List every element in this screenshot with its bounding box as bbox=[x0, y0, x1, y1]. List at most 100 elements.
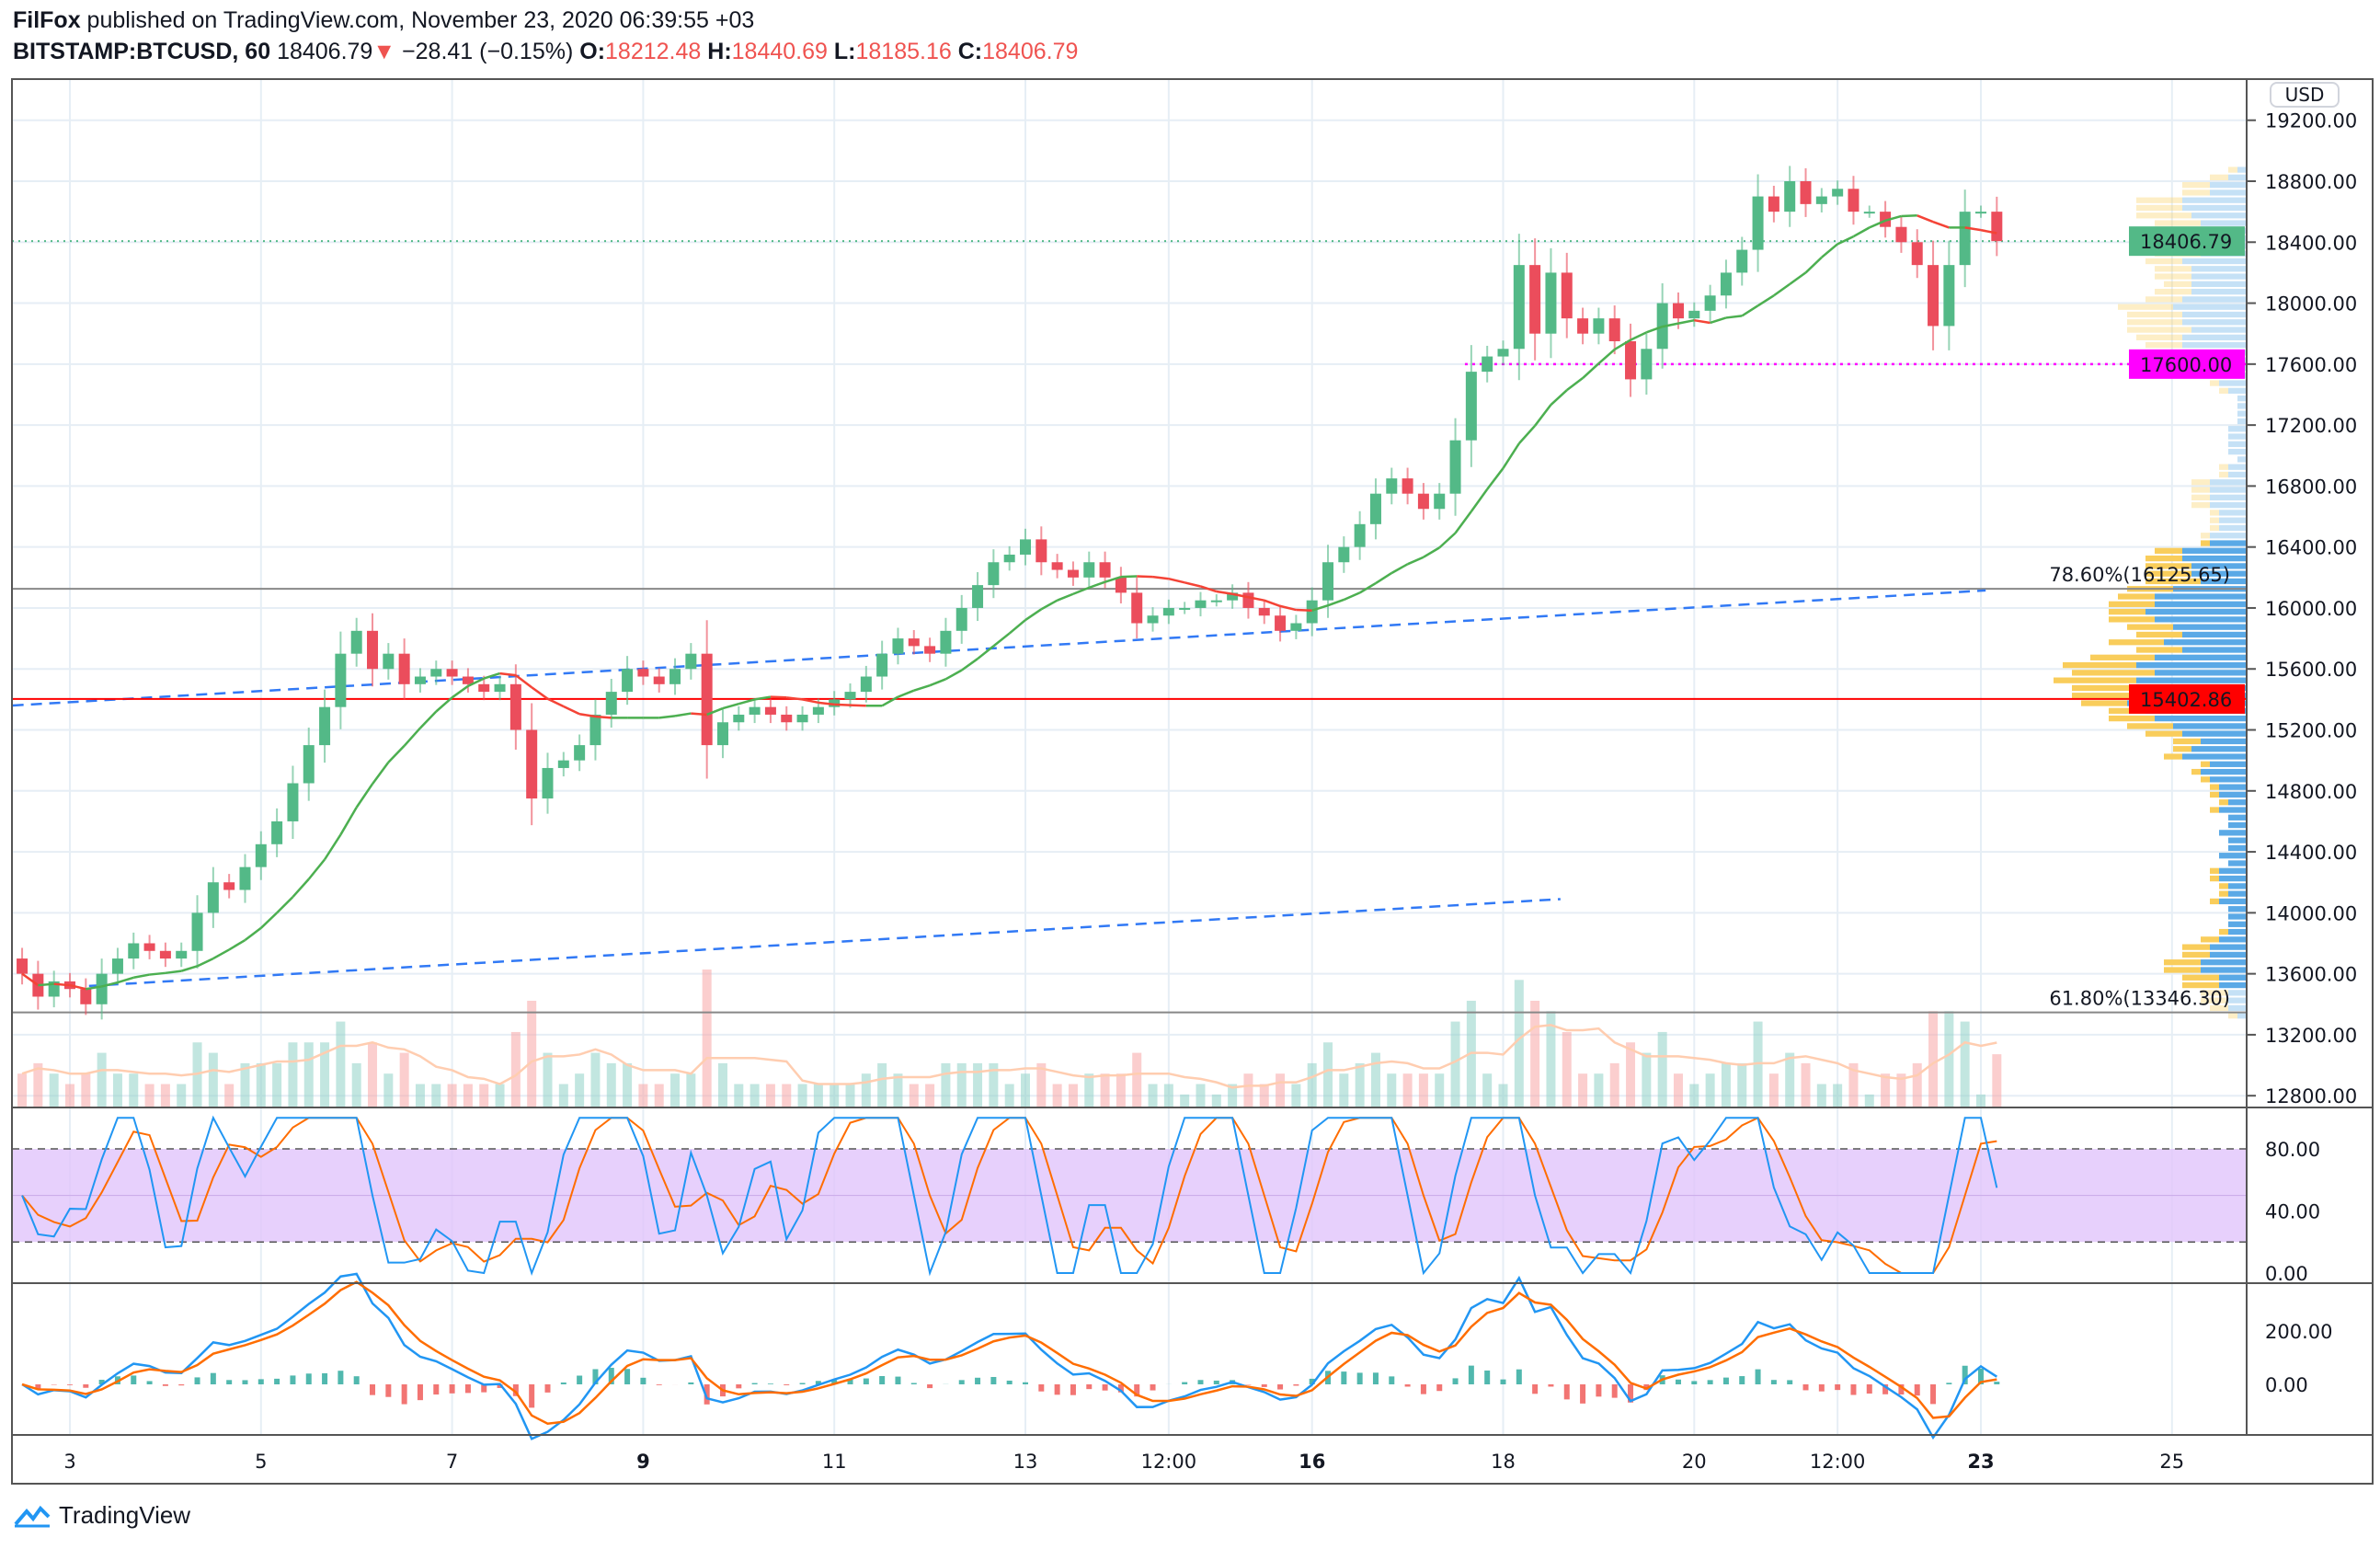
volume-profile-buy bbox=[2219, 853, 2247, 859]
volume-profile-buy bbox=[2210, 540, 2247, 546]
moving-average-segment bbox=[1694, 318, 1711, 325]
candle-up bbox=[287, 783, 299, 821]
volume-profile-buy bbox=[2219, 510, 2247, 516]
moving-average-segment bbox=[1120, 575, 1138, 579]
moving-average-segment bbox=[1200, 585, 1218, 593]
candle-up bbox=[350, 630, 362, 654]
moving-average-segment bbox=[1917, 214, 1934, 224]
candle-down bbox=[764, 706, 776, 715]
tradingview-logo[interactable]: TradingView bbox=[13, 1501, 190, 1530]
volume-profile-sell bbox=[2173, 738, 2201, 745]
moving-average-segment bbox=[1852, 226, 1871, 238]
volume-profile-sell bbox=[2164, 959, 2201, 966]
volume-profile-buy bbox=[2228, 990, 2247, 996]
moving-average-segment bbox=[1088, 580, 1106, 590]
moving-average-segment bbox=[53, 982, 71, 987]
volume-profile-sell bbox=[2201, 776, 2210, 783]
macd-histogram-bar bbox=[146, 1381, 153, 1384]
moving-average-segment bbox=[1057, 592, 1074, 602]
macd-histogram-bar bbox=[401, 1384, 407, 1405]
volume-profile-sell bbox=[2210, 380, 2219, 386]
candle-up bbox=[1545, 272, 1557, 334]
moving-average-segment bbox=[1438, 532, 1457, 549]
volume-bar bbox=[192, 1042, 202, 1107]
volume-profile-buy bbox=[2228, 174, 2247, 180]
volume-profile-sell bbox=[2109, 707, 2145, 714]
volume-profile-buy bbox=[2173, 723, 2247, 729]
currency-button[interactable]: USD bbox=[2270, 82, 2340, 108]
moving-average-segment bbox=[786, 696, 803, 701]
volume-bar bbox=[749, 1084, 760, 1107]
volume-profile-buy bbox=[2210, 533, 2247, 539]
volume-profile-buy bbox=[2191, 563, 2247, 569]
volume-profile-buy bbox=[2219, 517, 2247, 523]
macd-histogram-bar bbox=[178, 1384, 185, 1386]
macd-histogram-bar bbox=[1994, 1382, 2000, 1384]
volume-bar bbox=[1562, 1031, 1572, 1107]
macd-histogram-bar bbox=[35, 1384, 41, 1390]
moving-average-segment bbox=[1470, 488, 1489, 512]
time-tick-label: 12:00 bbox=[1141, 1451, 1197, 1473]
moving-average-segment bbox=[1375, 571, 1392, 585]
macd-histogram-bar bbox=[1309, 1378, 1315, 1384]
volume-profile-buy bbox=[2182, 296, 2247, 303]
volume-bar bbox=[208, 1052, 218, 1107]
time-tick-label: 11 bbox=[822, 1451, 847, 1473]
volume-profile-sell bbox=[2219, 387, 2228, 394]
candle-up bbox=[1195, 600, 1207, 608]
volume-profile-buy bbox=[2219, 981, 2247, 989]
moving-average-segment bbox=[1630, 331, 1647, 341]
macd-histogram-bar bbox=[1643, 1384, 1650, 1391]
moving-average-segment bbox=[1597, 349, 1616, 365]
moving-average-segment bbox=[658, 715, 676, 719]
volume-ma-line bbox=[21, 1024, 1997, 1089]
price-tick-label: 18000.00 bbox=[2265, 293, 2357, 316]
moving-average-segment bbox=[1231, 592, 1249, 599]
candle-up bbox=[796, 714, 808, 723]
moving-average-segment bbox=[1534, 404, 1552, 427]
change-text: −28.41 (−0.15%) bbox=[402, 39, 574, 64]
candle-down bbox=[223, 882, 235, 890]
author[interactable]: FilFox bbox=[13, 7, 81, 33]
volume-profile-sell bbox=[2191, 487, 2210, 493]
moving-average-segment bbox=[770, 695, 787, 699]
volume-profile-buy bbox=[2228, 890, 2247, 897]
moving-average-segment bbox=[101, 981, 119, 988]
moving-average-segment bbox=[515, 674, 532, 689]
candle-down bbox=[159, 950, 171, 959]
volume-bar bbox=[240, 1062, 250, 1107]
macd-histogram-bar bbox=[1500, 1379, 1506, 1384]
candle-down bbox=[653, 676, 665, 684]
candle-down bbox=[398, 653, 410, 684]
candle-up bbox=[1482, 356, 1493, 373]
macd-histogram-bar bbox=[577, 1375, 583, 1384]
volume-profile-sell bbox=[2155, 220, 2201, 226]
moving-average-segment bbox=[292, 878, 310, 898]
candle-up bbox=[1434, 493, 1446, 510]
macd-histogram-bar bbox=[385, 1384, 392, 1397]
macd-histogram-bar bbox=[1611, 1384, 1618, 1398]
volume-profile-sell bbox=[2109, 639, 2164, 646]
volume-bar bbox=[1816, 1084, 1826, 1107]
candle-up bbox=[1465, 372, 1477, 441]
moving-average-segment bbox=[1311, 604, 1329, 612]
volume-profile-buy bbox=[2182, 341, 2247, 349]
candle-up bbox=[430, 669, 442, 677]
moving-average-segment bbox=[38, 982, 54, 987]
macd-histogram-bar bbox=[688, 1382, 694, 1384]
low-value: 18185.16 bbox=[855, 39, 952, 64]
volume-profile-sell bbox=[2210, 524, 2219, 532]
volume-profile-sell bbox=[2136, 631, 2182, 638]
macd-histogram bbox=[35, 1365, 2000, 1408]
macd-histogram-bar bbox=[704, 1384, 710, 1405]
macd-histogram-bar bbox=[608, 1367, 614, 1384]
volume-profile-sell bbox=[2063, 661, 2136, 669]
volume-bar bbox=[479, 1084, 489, 1107]
candle-up bbox=[669, 669, 681, 684]
macd-histogram-bar bbox=[1532, 1384, 1539, 1394]
stoch-tick-label: 40.00 bbox=[2265, 1201, 2320, 1223]
macd-histogram-bar bbox=[1802, 1384, 1809, 1391]
volume-profile-buy bbox=[2201, 738, 2247, 745]
candle-up bbox=[1720, 272, 1732, 296]
